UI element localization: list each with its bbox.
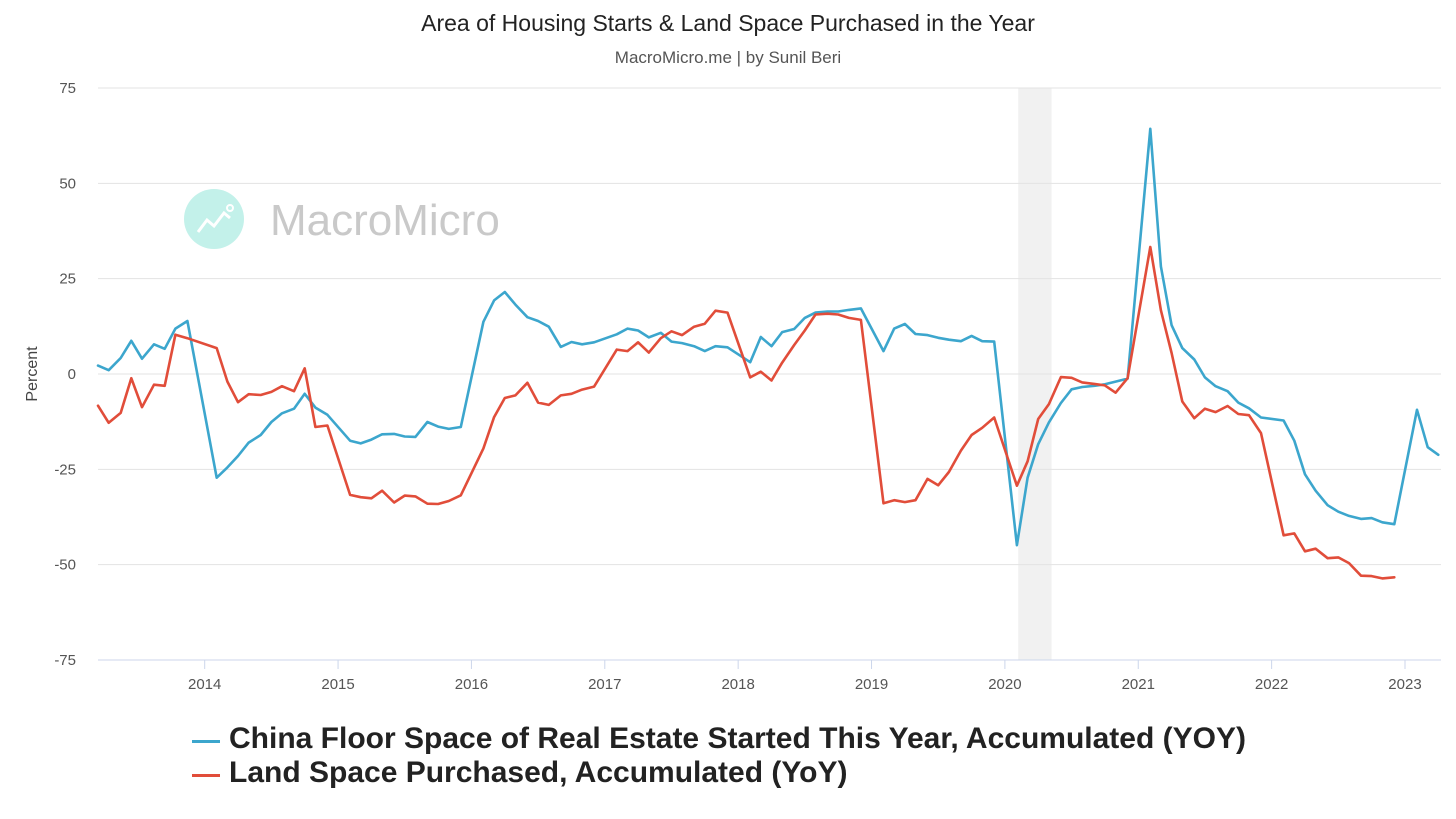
legend-label-floor-space: China Floor Space of Real Estate Started…: [229, 722, 1246, 755]
legend: China Floor Space of Real Estate Started…: [192, 722, 1246, 790]
series-lines: [96, 127, 1440, 580]
x-tick-label: 2016: [455, 676, 488, 693]
y-tick-label: -75: [54, 652, 76, 669]
y-axis: 75 50 25 0 -25 -50 -75: [54, 80, 76, 669]
legend-item-floor-space[interactable]: China Floor Space of Real Estate Started…: [192, 722, 1246, 756]
x-axis: 2014 2015 2016 2017 2018 2019 2020 2021 2022 2023: [188, 660, 1422, 693]
legend-item-land-space[interactable]: Land Space Purchased, Accumulated (YoY): [192, 756, 1246, 790]
series-line-land-space: [96, 245, 1396, 580]
y-axis-title: Percent: [24, 346, 41, 402]
chart-subtitle: MacroMicro.me | by Sunil Beri: [614, 48, 842, 67]
x-tick-label: 2019: [855, 676, 888, 693]
y-tick-label: 50: [59, 175, 76, 192]
chart-title: Area of Housing Starts & Land Space Purc…: [421, 10, 1035, 36]
x-tick-label: 2023: [1388, 676, 1421, 693]
watermark-chart-icon: [196, 210, 231, 233]
x-tick-label: 2014: [188, 676, 221, 693]
x-tick-label: 2021: [1122, 676, 1155, 693]
legend-label-land-space: Land Space Purchased, Accumulated (YoY): [229, 756, 848, 789]
watermark: MacroMicro: [184, 189, 500, 249]
y-tick-label: 0: [68, 366, 76, 383]
x-tick-label: 2018: [721, 676, 754, 693]
x-tick-label: 2022: [1255, 676, 1288, 693]
y-tick-label: -50: [54, 557, 76, 574]
legend-swatch-floor-space: [192, 739, 220, 743]
watermark-dot-icon: [226, 204, 234, 212]
gridlines: [98, 87, 1441, 661]
watermark-logo-icon: [184, 189, 244, 249]
x-tick-label: 2017: [588, 676, 621, 693]
x-tick-label: 2015: [321, 676, 354, 693]
watermark-text: MacroMicro: [270, 196, 500, 245]
series-line-floor-space: [96, 127, 1440, 547]
x-tick-label: 2020: [988, 676, 1021, 693]
y-tick-label: 25: [59, 271, 76, 288]
y-tick-label: 75: [59, 80, 76, 97]
y-tick-label: -25: [54, 461, 76, 478]
legend-swatch-land-space: [192, 773, 220, 777]
